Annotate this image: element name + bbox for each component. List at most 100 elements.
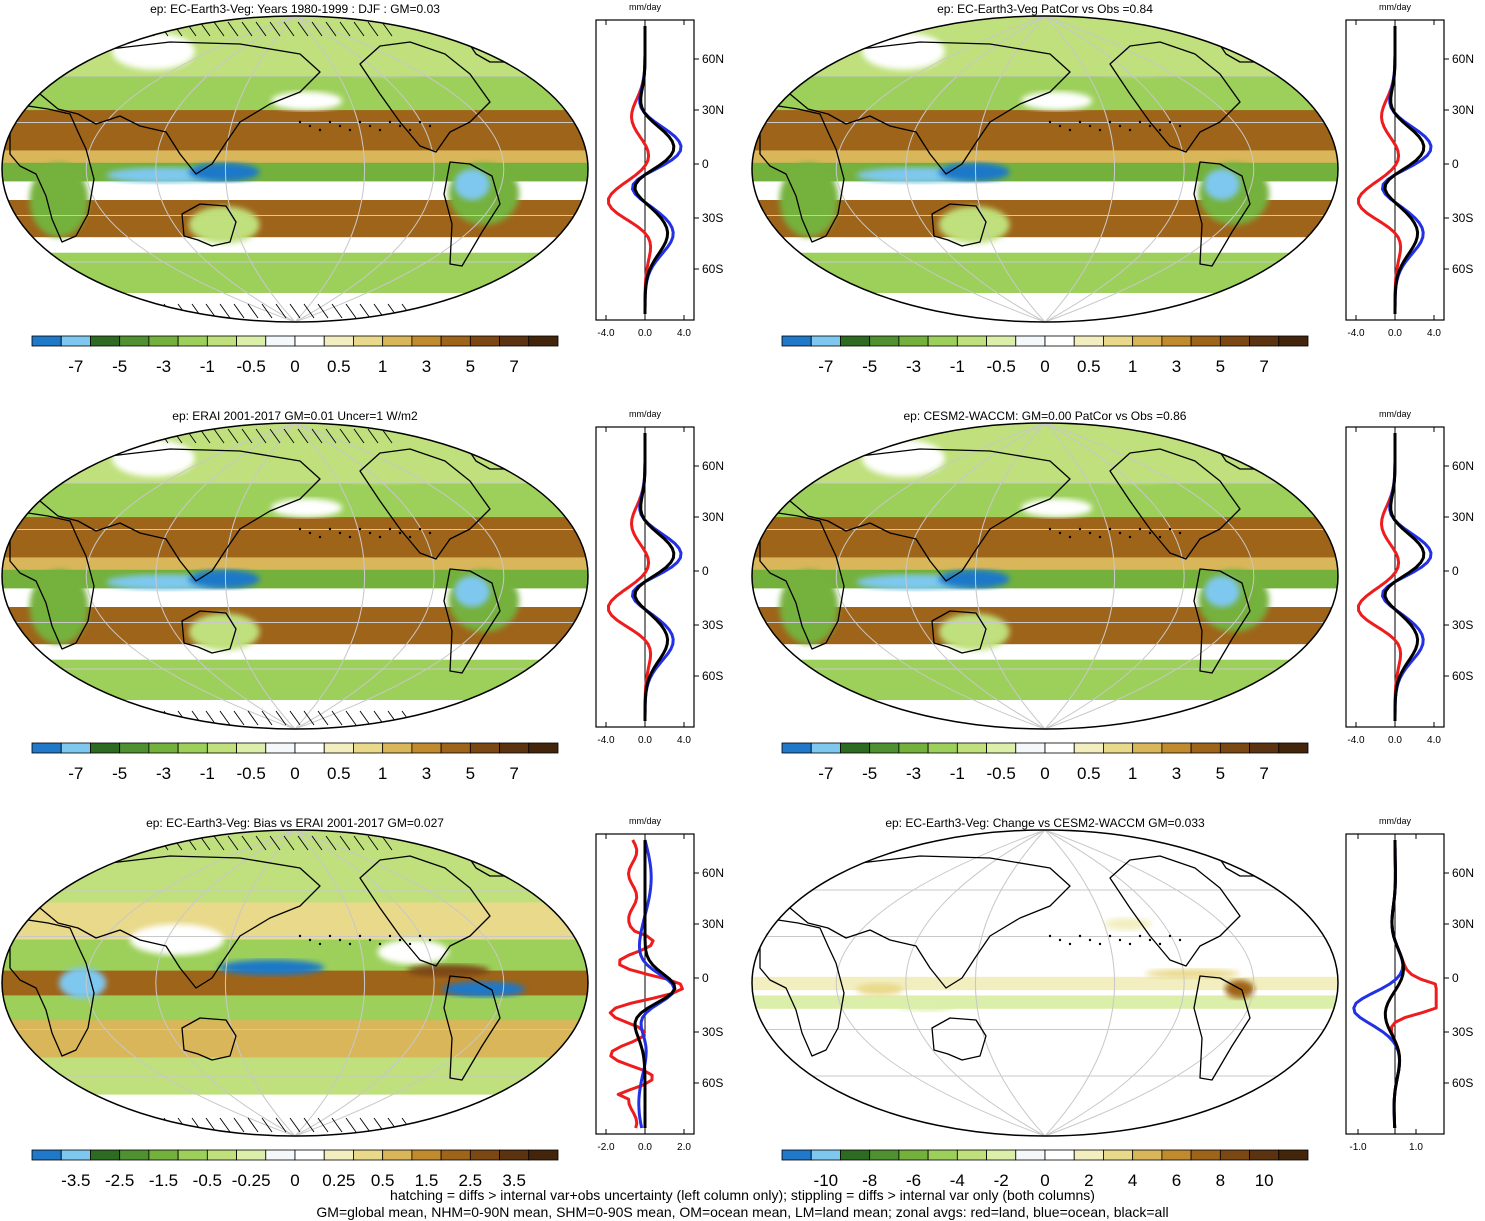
hatch-mark xyxy=(317,1117,329,1133)
hatch-mark xyxy=(331,710,343,726)
lat-label: 60N xyxy=(702,866,724,880)
field-band xyxy=(2,181,588,201)
colorbar-swatch xyxy=(294,1149,325,1161)
stipple-dot xyxy=(408,942,412,946)
colorbar-swatch xyxy=(90,335,121,347)
colorbar: -7 -5 -3 -1 -0.5 0 0.5 1 3 5 7 xyxy=(31,742,559,783)
map-plot xyxy=(751,829,1339,1137)
zonal-x-label: 4.0 xyxy=(1427,735,1441,746)
colorbar-swatch xyxy=(119,742,150,754)
zonal-x-label: 0.0 xyxy=(638,328,652,339)
panel-title: ep: EC-Earth3-Veg: Bias vs ERAI 2001-201… xyxy=(146,816,444,830)
colorbar-label: -5 xyxy=(112,764,127,783)
zonal-x-label: -4.0 xyxy=(1347,735,1365,746)
hatch-mark xyxy=(339,835,351,851)
colorbar-swatch xyxy=(781,742,812,754)
colorbar-label: 1 xyxy=(378,764,387,783)
colorbar-label: -3.5 xyxy=(61,1171,90,1190)
map-plot xyxy=(1,829,589,1137)
field-band xyxy=(2,700,588,729)
coastline xyxy=(759,919,845,1057)
coastline xyxy=(1193,975,1251,1081)
stipple-dot xyxy=(1178,938,1182,942)
stipple-dot xyxy=(1158,535,1162,539)
colorbar: -7 -5 -3 -1 -0.5 0 0.5 1 3 5 7 xyxy=(781,335,1309,376)
stipple-dot xyxy=(408,128,412,132)
zonal-x-label: -4.0 xyxy=(597,735,615,746)
colorbar-swatch xyxy=(1190,1149,1221,1161)
longitude-line xyxy=(1044,423,1116,729)
hatch-mark xyxy=(261,1117,273,1133)
stipple-dot xyxy=(328,934,332,938)
colorbar-swatch xyxy=(1219,335,1250,347)
coastline xyxy=(359,448,491,560)
hatch-mark xyxy=(381,835,393,851)
field-band xyxy=(2,110,588,152)
field-patch xyxy=(1021,498,1093,518)
field-band xyxy=(2,902,588,941)
hatch-mark xyxy=(213,21,225,37)
stipple-dot xyxy=(328,527,332,531)
colorbar-swatch xyxy=(927,335,958,347)
colorbar-label: -1 xyxy=(200,357,215,376)
hatch-mark xyxy=(143,835,155,851)
graticule xyxy=(752,423,1338,729)
longitude-line xyxy=(294,830,504,1136)
zonal-x-label: 2.0 xyxy=(677,1142,691,1153)
colorbar-label: -0.5 xyxy=(987,357,1016,376)
stipple-dot xyxy=(1118,124,1122,128)
stipple-dot xyxy=(1168,934,1172,938)
hatch-mark xyxy=(107,710,119,726)
stipple-dot xyxy=(348,942,352,946)
colorbar-label: -0.25 xyxy=(232,1171,271,1190)
hatch-mark xyxy=(255,835,267,851)
stipple-dot xyxy=(318,535,322,539)
field-band xyxy=(2,293,588,322)
hatch-mark xyxy=(233,710,245,726)
colorbar-swatch xyxy=(1015,742,1046,754)
colorbar-swatch xyxy=(31,1149,62,1161)
colorbar-swatch xyxy=(60,1149,91,1161)
stipple-dot xyxy=(338,938,342,942)
longitude-line xyxy=(1044,423,1185,729)
zonal-mean-plot: mm/day 60N 30N 0 30S 60S -1.0 1.0 xyxy=(1345,816,1474,1153)
hatch-mark xyxy=(143,428,155,444)
stipple-dot xyxy=(388,934,392,938)
stipple-dot xyxy=(358,527,362,531)
colorbar-label: -7 xyxy=(68,764,83,783)
longitude-line xyxy=(294,16,504,322)
stippling xyxy=(1048,120,1182,132)
colorbar-swatch xyxy=(148,742,179,754)
map-border xyxy=(751,829,1339,1137)
colorbar-swatch xyxy=(1132,1149,1163,1161)
colorbar-label: 5 xyxy=(466,764,475,783)
hatch-mark xyxy=(213,428,225,444)
field-patch xyxy=(856,983,904,996)
stipple-dot xyxy=(1108,527,1112,531)
longitude-line xyxy=(86,16,296,322)
hatch-mark xyxy=(79,1117,91,1133)
stipple-dot xyxy=(398,938,402,942)
colorbar-label: -2.5 xyxy=(105,1171,134,1190)
colorbar-label: 0 xyxy=(1040,764,1049,783)
stipple-dot xyxy=(1068,128,1072,132)
longitude-line xyxy=(224,423,296,729)
hatch-mark xyxy=(317,710,329,726)
hatch-mark xyxy=(121,303,133,319)
stipple-dot xyxy=(388,527,392,531)
hatch-mark xyxy=(269,835,281,851)
hatch-mark xyxy=(289,1117,301,1133)
map-plot xyxy=(751,15,1339,323)
hatch-mark xyxy=(345,710,357,726)
hatch-mark xyxy=(227,428,239,444)
colorbar-swatch xyxy=(1278,1149,1309,1161)
hatch-mark xyxy=(101,428,113,444)
field-patch xyxy=(779,569,839,645)
hatch-mark xyxy=(367,428,379,444)
hatch-mark xyxy=(87,21,99,37)
field-patch xyxy=(218,959,325,976)
colorbar-label: 1 xyxy=(1128,357,1137,376)
colorbar-label: 3.5 xyxy=(502,1171,526,1190)
field-patch xyxy=(29,569,89,645)
stipple-dot xyxy=(1118,938,1122,942)
